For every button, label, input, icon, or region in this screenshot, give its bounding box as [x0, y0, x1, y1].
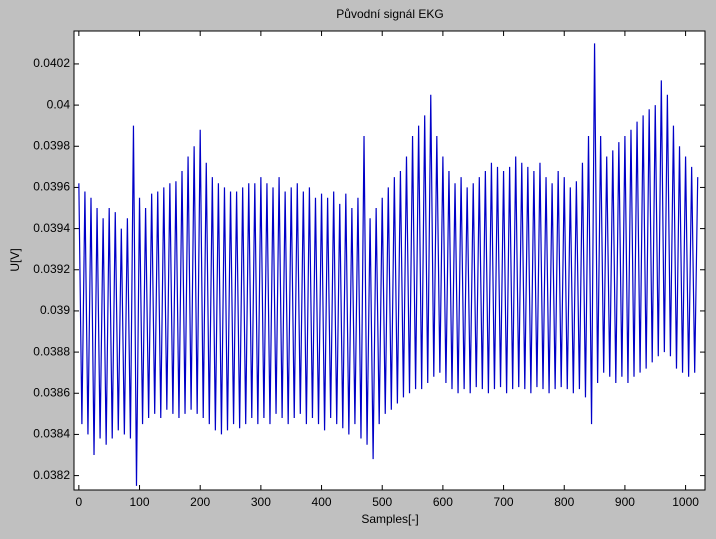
x-tick-label: 400	[312, 495, 332, 509]
x-tick-label: 300	[251, 495, 271, 509]
y-tick-label: 0.0388	[33, 344, 70, 358]
y-tick-label: 0.039	[40, 303, 70, 317]
y-tick-label: 0.0384	[33, 427, 70, 441]
x-axis-label: Samples[-]	[361, 512, 418, 526]
axes-box	[73, 30, 706, 491]
y-tick-label: 0.0392	[33, 262, 70, 276]
y-axis-label: U[V]	[8, 248, 22, 271]
y-tick-label: 0.0398	[33, 138, 70, 152]
x-tick-label: 600	[433, 495, 453, 509]
y-tick-label: 0.04	[47, 97, 71, 111]
signal-line	[78, 43, 699, 486]
x-tick-label: 0	[76, 495, 83, 509]
y-tick-label: 0.0402	[33, 56, 70, 70]
x-tick-label: 800	[554, 495, 574, 509]
y-tick-label: 0.0394	[33, 221, 70, 235]
x-tick-label: 100	[130, 495, 150, 509]
x-tick-label: 200	[190, 495, 210, 509]
x-tick-label: 900	[615, 495, 635, 509]
x-tick-label: 1000	[672, 495, 699, 509]
x-tick-label: 700	[494, 495, 514, 509]
y-tick-label: 0.0396	[33, 180, 70, 194]
y-tick-label: 0.0382	[33, 468, 70, 482]
y-tick-label: 0.0386	[33, 385, 70, 399]
x-tick-label: 500	[372, 495, 392, 509]
chart-title: Původní signál EKG	[336, 7, 443, 21]
